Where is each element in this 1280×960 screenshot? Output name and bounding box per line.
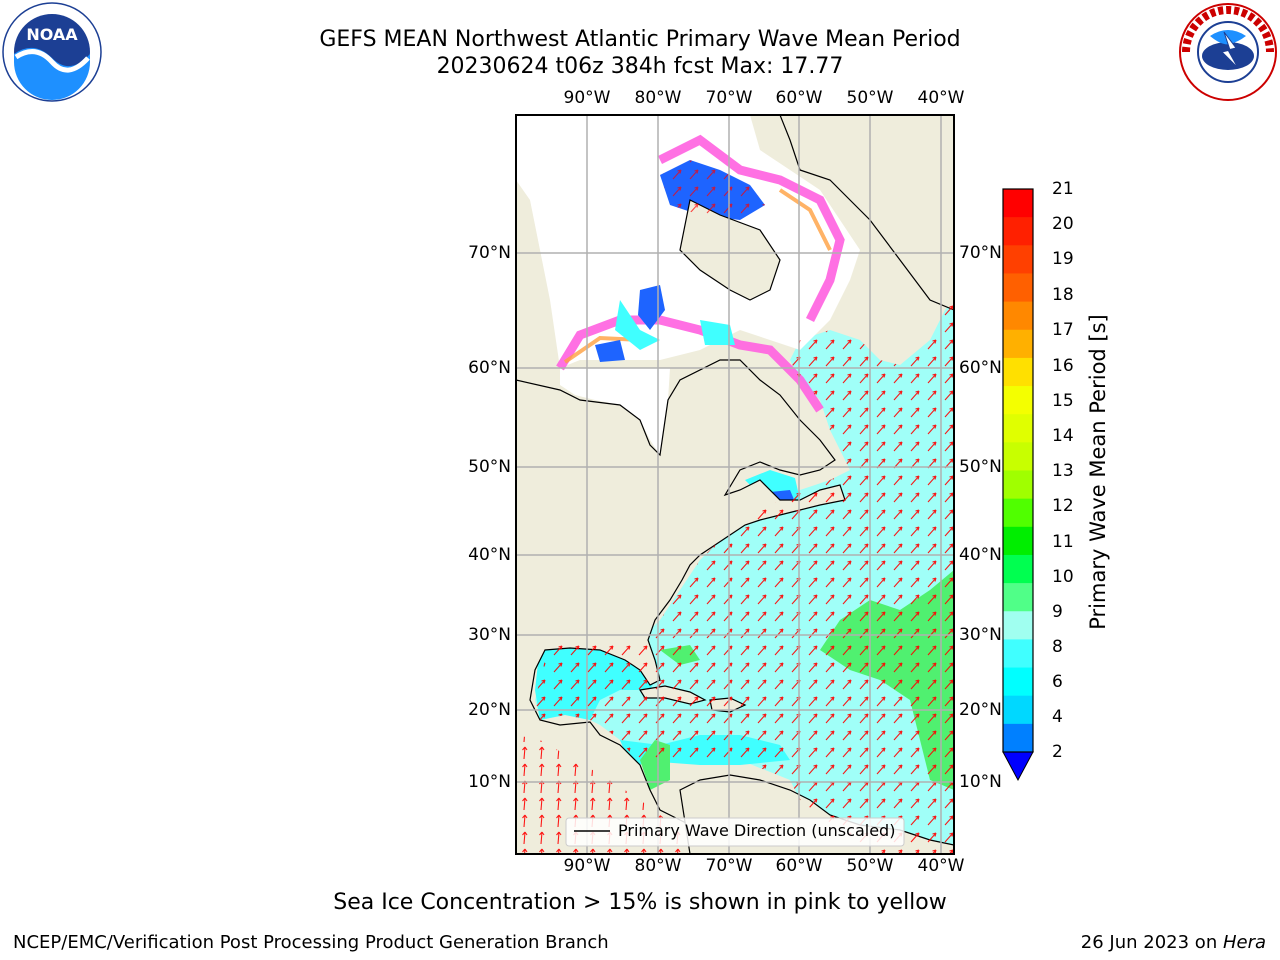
colorbar-bin: [1003, 442, 1033, 471]
colorbar-bin: [1003, 414, 1033, 443]
colorbar-tick-label: 10: [1052, 567, 1074, 587]
map-legend-label: Primary Wave Direction (unscaled): [618, 821, 896, 840]
lat-label-right: 40°N: [959, 545, 1002, 565]
colorbar-bin: [1003, 723, 1033, 753]
lon-label-bottom: 90°W: [563, 856, 611, 876]
colorbar: [1002, 188, 1034, 782]
lon-label-top: 50°W: [846, 88, 894, 108]
colorbar-bin: [1003, 245, 1033, 274]
lat-label-left: 40°N: [468, 545, 511, 565]
footer-date: 26 Jun 2023 on Hera: [1081, 932, 1266, 953]
nws-logo-icon: [1178, 2, 1278, 102]
colorbar-tick-label: 16: [1052, 356, 1074, 376]
lat-label-left: 70°N: [468, 243, 511, 263]
lon-label-bottom: 50°W: [846, 856, 894, 876]
noaa-logo-text: NOAA: [26, 25, 78, 44]
lon-label-bottom: 80°W: [634, 856, 682, 876]
colorbar-tick-label: 13: [1052, 461, 1074, 481]
lon-label-top: 70°W: [705, 88, 753, 108]
colorbar-bin: [1003, 498, 1033, 528]
colorbar-bin: [1003, 639, 1033, 669]
colorbar-tick-label: 21: [1052, 179, 1074, 199]
colorbar-tick-label: 17: [1052, 320, 1074, 340]
colorbar-tick-label: 15: [1052, 391, 1074, 411]
colorbar-tick-label: 8: [1052, 637, 1063, 657]
colorbar-bin: [1003, 301, 1033, 331]
colorbar-tick-label: 19: [1052, 249, 1074, 269]
colorbar-bin: [1003, 554, 1033, 584]
colorbar-tick-label: 4: [1052, 707, 1063, 727]
lon-label-top: 80°W: [634, 88, 682, 108]
footer-date-text: 26 Jun 2023 on: [1080, 932, 1223, 953]
lat-label-right: 10°N: [959, 772, 1002, 792]
colorbar-label: Primary Wave Mean Period [s]: [1086, 314, 1110, 630]
lon-label-top: 90°W: [563, 88, 611, 108]
map-gridlines: [516, 115, 954, 854]
colorbar-tick-label: 6: [1052, 672, 1063, 692]
lat-label-right: 70°N: [959, 243, 1002, 263]
colorbar-tick-label: 18: [1052, 285, 1074, 305]
colorbar-bin: [1003, 695, 1033, 725]
colorbar-bin: [1003, 526, 1033, 556]
colorbar-tick-label: 11: [1052, 532, 1074, 552]
colorbar-bin: [1003, 217, 1033, 246]
lat-label-right: 30°N: [959, 625, 1002, 645]
lon-label-top: 40°W: [917, 88, 965, 108]
colorbar-bin: [1003, 583, 1033, 612]
lon-label-bottom: 70°W: [705, 856, 753, 876]
colorbar-bin: [1003, 386, 1033, 415]
greenland-land: [779, 115, 954, 311]
colorbar-bin: [1003, 329, 1033, 359]
noaa-logo-icon: NOAA: [2, 2, 102, 102]
lat-label-left: 30°N: [468, 625, 511, 645]
colorbar-bin: [1003, 273, 1033, 303]
chart-title: GEFS MEAN Northwest Atlantic Primary Wav…: [319, 27, 961, 52]
colorbar-tick-label: 14: [1052, 426, 1074, 446]
colorbar-tick-label: 9: [1052, 602, 1063, 622]
colorbar-bin: [1003, 189, 1033, 218]
colorbar-bin: [1003, 357, 1033, 387]
lat-label-right: 60°N: [959, 358, 1002, 378]
colorbar-tick-label: 20: [1052, 214, 1074, 234]
colorbar-bin: [1003, 667, 1033, 697]
sea-ice-caption: Sea Ice Concentration > 15% is shown in …: [333, 890, 947, 915]
lon-label-top: 60°W: [775, 88, 823, 108]
lat-label-right: 20°N: [959, 700, 1002, 720]
colorbar-tick-label: 12: [1052, 496, 1074, 516]
lat-label-left: 10°N: [468, 772, 511, 792]
map-legend-box: [565, 817, 905, 847]
lat-label-right: 50°N: [959, 457, 1002, 477]
colorbar-under-arrow: [1002, 751, 1034, 782]
lon-label-bottom: 60°W: [775, 856, 823, 876]
chart-subtitle: 20230624 t06z 384h fcst Max: 17.77: [436, 54, 844, 79]
footer-credit: NCEP/EMC/Verification Post Processing Pr…: [13, 932, 609, 953]
lon-label-bottom: 40°W: [917, 856, 965, 876]
footer-host: Hera: [1222, 932, 1266, 953]
colorbar-bin: [1003, 470, 1033, 500]
colorbar-tick-label: 2: [1052, 742, 1063, 762]
lat-label-left: 50°N: [468, 457, 511, 477]
lat-label-left: 60°N: [468, 358, 511, 378]
colorbar-bin: [1003, 611, 1033, 640]
lat-label-left: 20°N: [468, 700, 511, 720]
